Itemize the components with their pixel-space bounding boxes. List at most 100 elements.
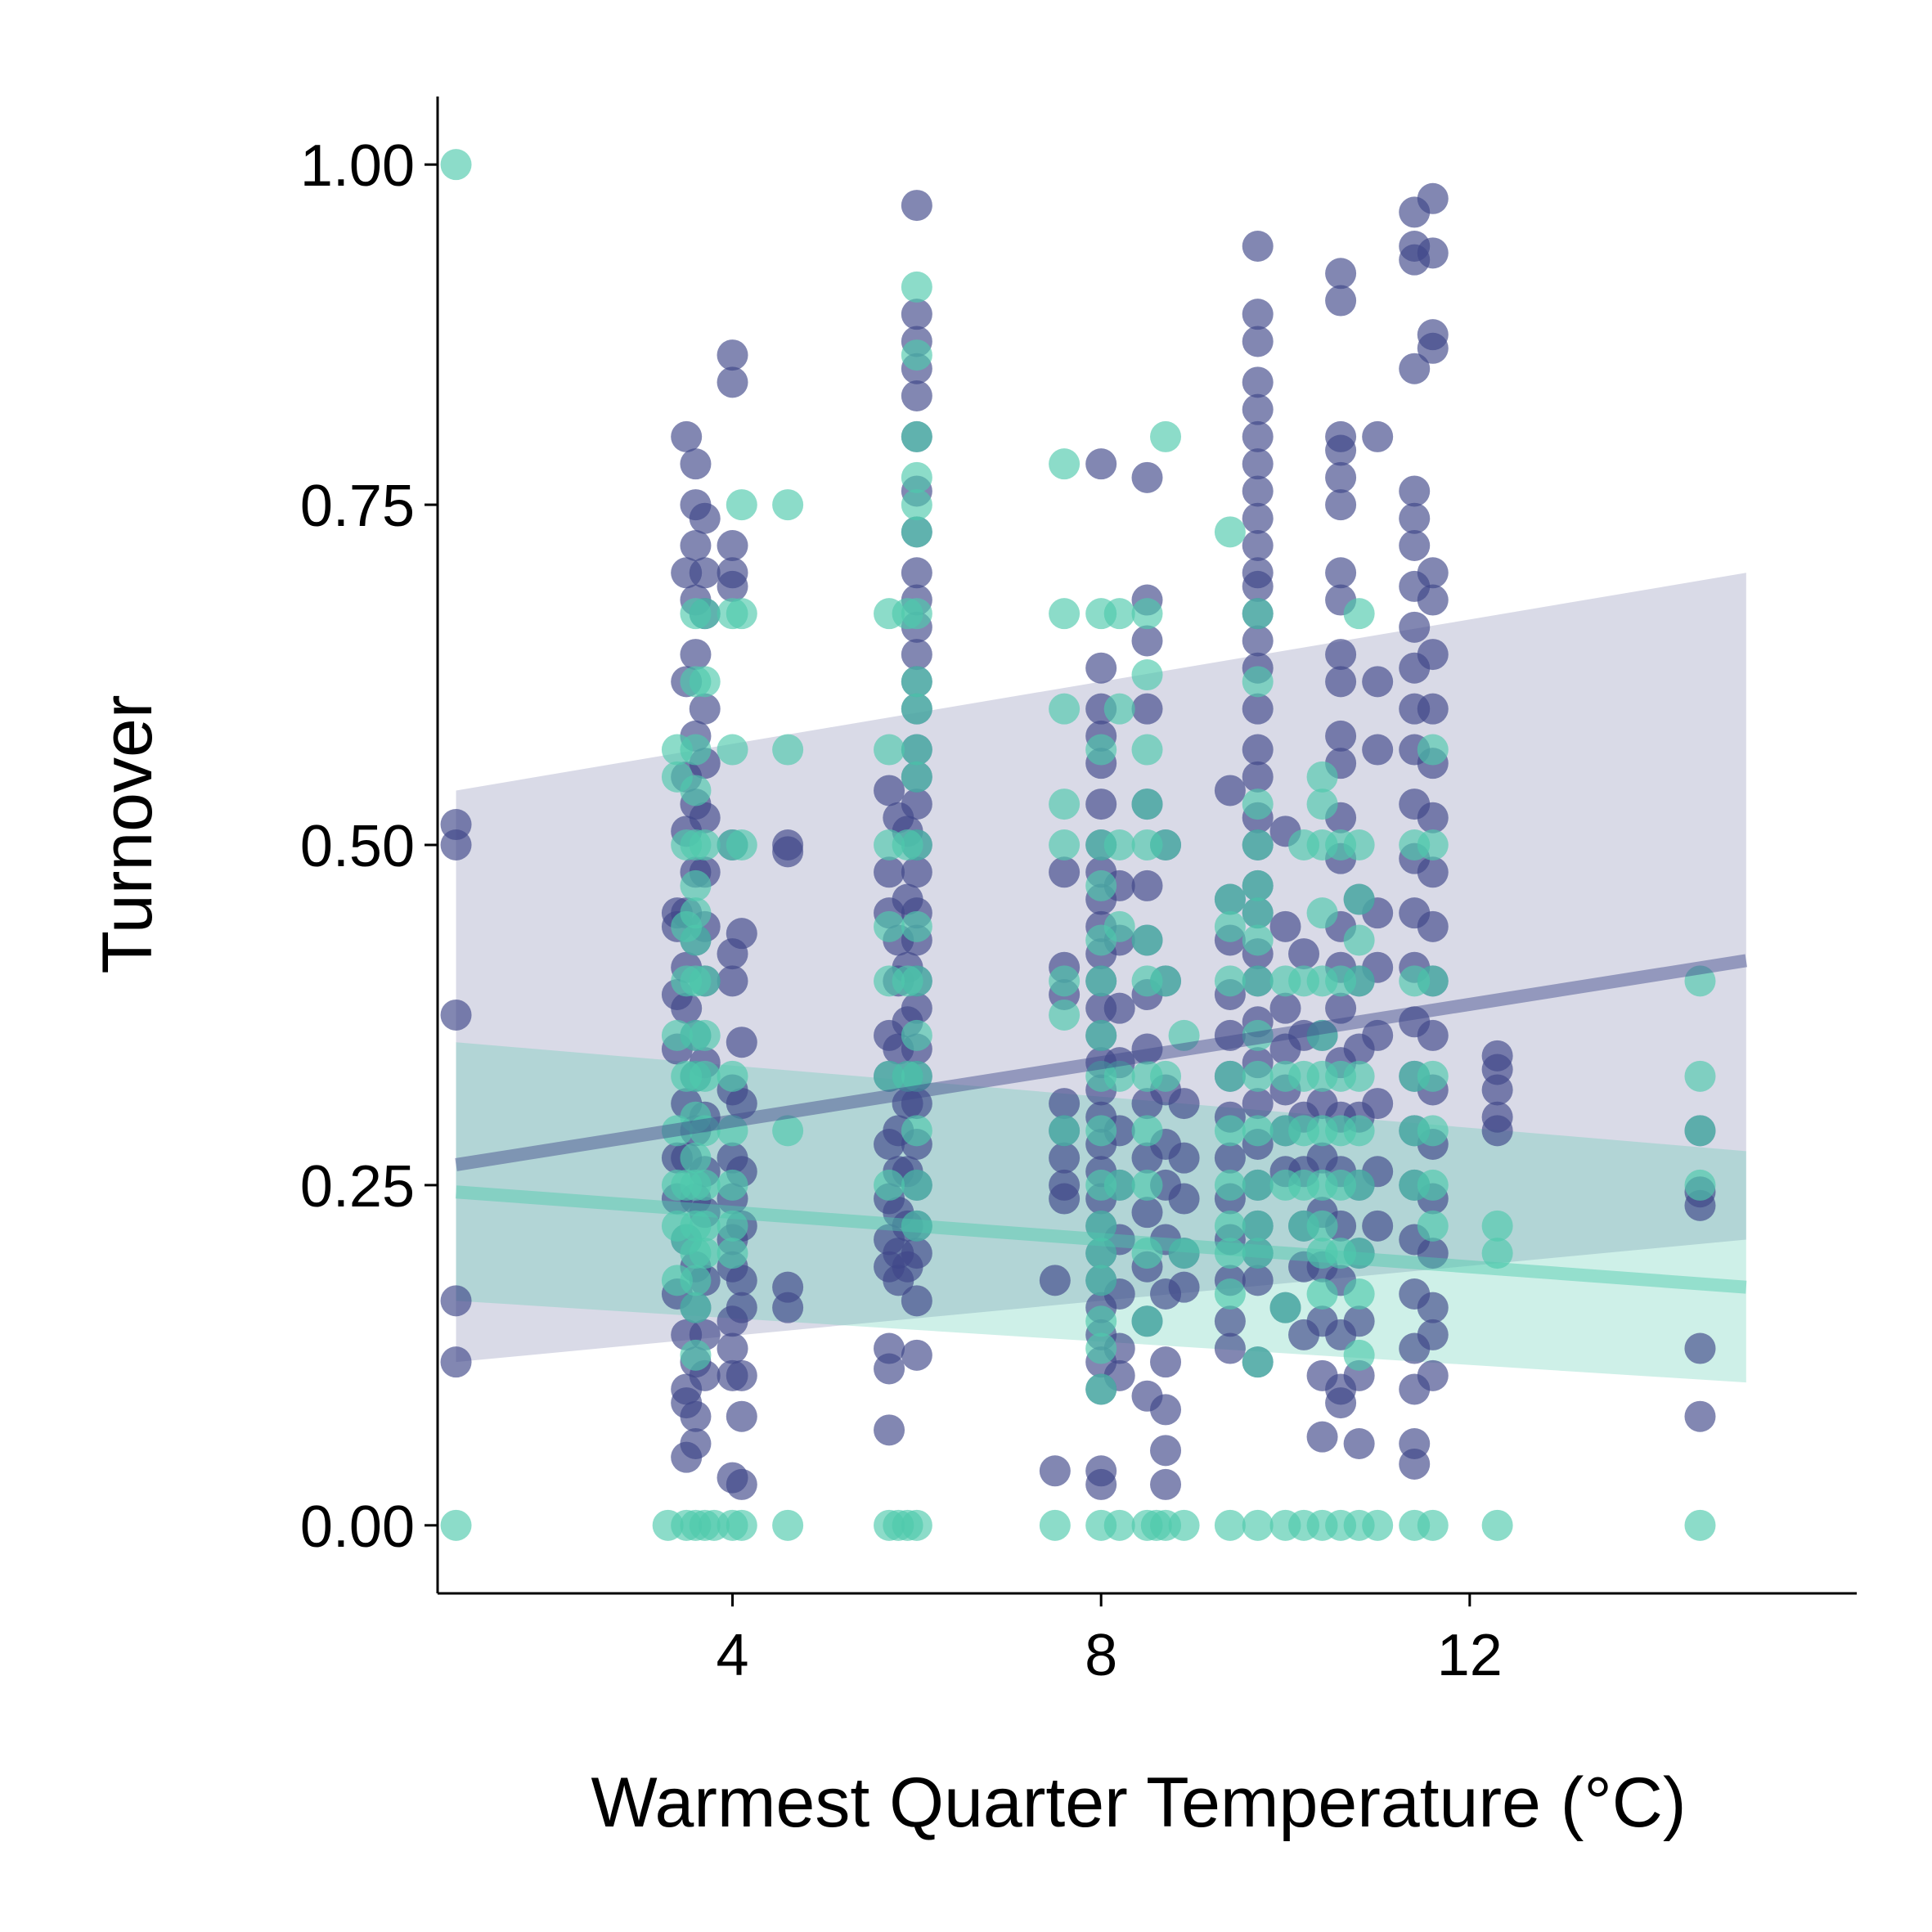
data-point <box>1399 475 1431 507</box>
data-point <box>680 734 712 766</box>
data-point <box>689 1019 721 1051</box>
data-point <box>1242 598 1274 630</box>
data-point <box>1131 789 1163 820</box>
data-point <box>1131 1238 1163 1269</box>
data-point <box>1049 856 1081 888</box>
data-point <box>1085 1373 1117 1405</box>
data-point <box>689 1210 721 1242</box>
data-point <box>1049 965 1081 997</box>
data-point <box>1168 1183 1200 1215</box>
data-point <box>726 1468 757 1500</box>
data-point <box>717 1210 748 1242</box>
data-point <box>1684 1060 1716 1092</box>
data-point <box>901 666 932 698</box>
data-point <box>901 190 932 222</box>
data-point <box>1417 1019 1449 1051</box>
data-point <box>1417 639 1449 671</box>
data-point <box>901 1169 932 1201</box>
data-point <box>1150 1060 1182 1092</box>
data-point <box>1242 1115 1274 1147</box>
data-point <box>1242 299 1274 330</box>
data-point <box>1417 1060 1449 1092</box>
data-point <box>772 1509 804 1541</box>
data-point <box>1214 1305 1246 1337</box>
data-point <box>1417 1238 1449 1269</box>
data-point <box>1242 393 1274 425</box>
data-point <box>772 734 804 766</box>
data-point <box>901 1115 932 1147</box>
data-point <box>901 557 932 589</box>
axes: 0.00 0.25 0.50 0.75 1.00 4 8 12 <box>300 97 1857 1688</box>
data-point <box>901 1210 932 1242</box>
data-point <box>901 380 932 411</box>
data-point <box>1214 1509 1246 1541</box>
data-point <box>1325 666 1357 698</box>
data-point <box>1343 1428 1375 1459</box>
data-point <box>901 829 932 860</box>
data-point <box>1214 1238 1246 1269</box>
data-point <box>1417 910 1449 942</box>
data-point <box>1131 869 1163 901</box>
data-point <box>1039 1455 1071 1487</box>
data-point <box>1049 448 1081 480</box>
data-point <box>1085 789 1117 820</box>
data-point <box>772 489 804 521</box>
data-point <box>1131 1115 1163 1147</box>
data-point <box>1103 992 1135 1024</box>
data-point <box>874 775 905 806</box>
data-point <box>901 299 932 330</box>
data-point <box>901 461 932 493</box>
data-point <box>874 1414 905 1446</box>
data-point <box>1306 1019 1338 1051</box>
data-point <box>1131 625 1163 657</box>
data-point <box>1214 1019 1246 1051</box>
data-point <box>726 489 757 521</box>
data-point <box>1131 598 1163 630</box>
data-point <box>689 1238 721 1269</box>
trend-lines <box>455 954 1748 1294</box>
data-point <box>1362 1210 1394 1242</box>
data-point <box>689 829 721 860</box>
data-point <box>1417 802 1449 833</box>
data-point <box>874 910 905 942</box>
data-point <box>1288 938 1320 970</box>
data-point <box>1362 1509 1394 1541</box>
data-point <box>1214 910 1246 942</box>
data-point <box>1242 897 1274 929</box>
data-point <box>680 1142 712 1174</box>
x-tick-label: 12 <box>1437 1623 1503 1688</box>
data-point <box>901 1019 932 1051</box>
data-point <box>1684 1400 1716 1432</box>
data-point <box>1242 1088 1274 1120</box>
data-point <box>1242 530 1274 561</box>
data-point <box>1242 869 1274 901</box>
data-point <box>874 1169 905 1201</box>
data-point <box>1362 1019 1394 1051</box>
data-point <box>1049 1088 1081 1120</box>
data-point <box>901 339 932 371</box>
data-point <box>726 1509 757 1541</box>
data-point <box>772 836 804 868</box>
data-point <box>1417 1509 1449 1541</box>
data-point <box>901 271 932 303</box>
data-point <box>717 1115 748 1147</box>
data-point <box>1242 502 1274 534</box>
data-point <box>901 1060 932 1092</box>
data-point <box>901 734 932 766</box>
data-point <box>1085 652 1117 684</box>
data-point <box>1242 789 1274 820</box>
data-point <box>689 693 721 725</box>
data-point <box>1242 1346 1274 1378</box>
data-point <box>1214 516 1246 548</box>
data-point <box>1417 1292 1449 1323</box>
data-point <box>680 1292 712 1323</box>
data-point <box>901 761 932 793</box>
data-point <box>726 1359 757 1391</box>
data-point <box>1039 1265 1071 1296</box>
data-point <box>901 1285 932 1317</box>
data-point <box>1481 1210 1513 1242</box>
data-point <box>1417 693 1449 725</box>
data-point <box>680 1400 712 1432</box>
data-point <box>1131 659 1163 691</box>
data-point <box>1343 883 1375 915</box>
